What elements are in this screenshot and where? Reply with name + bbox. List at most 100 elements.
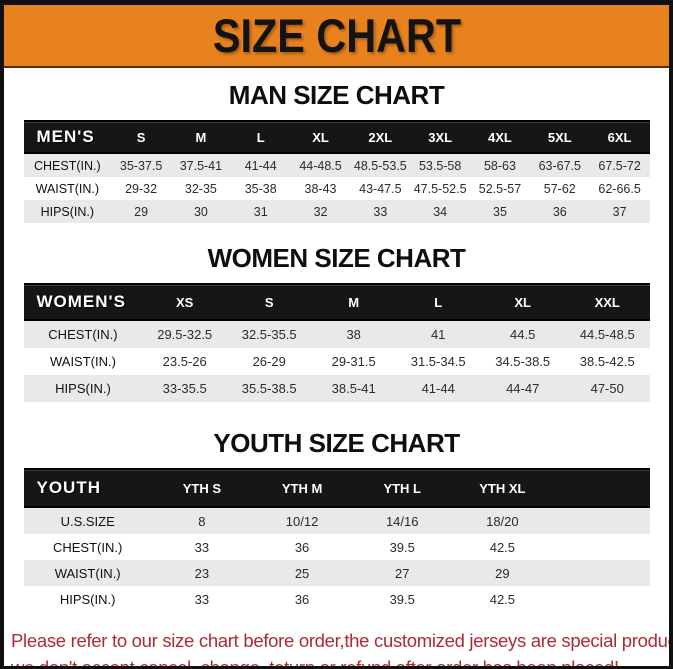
column-header: XL [290, 120, 351, 154]
column-header: YTH S [151, 468, 252, 508]
column-header: 6XL [589, 120, 650, 154]
size-cell: 39.5 [389, 591, 415, 607]
size-cell: 44.5-48.5 [564, 320, 650, 348]
size-cell: 18/20 [452, 507, 553, 534]
size-cell: 37.5-41 [170, 153, 231, 177]
size-cell: 35-38 [244, 181, 277, 196]
size-cell-filler [552, 560, 650, 586]
column-header: 3XL [410, 120, 471, 154]
size-cell: 48.5-53.5 [350, 153, 411, 177]
size-cell: 31.5-34.5 [410, 354, 466, 369]
size-cell: 33 [194, 591, 210, 607]
column-header: XXL [564, 283, 650, 321]
size-cell: 58-63 [470, 153, 530, 177]
size-cell: 43-47.5 [359, 181, 402, 196]
women-size-section: WOMEN SIZE CHART WOMEN'S XS S M L XL XXL CHEST(… [4, 243, 669, 402]
size-cell: 29 [111, 200, 171, 223]
youth-size-section: YOUTH SIZE CHART YOUTH YTH S YTH M YTH L YTH… [4, 428, 669, 612]
size-cell: 8 [151, 507, 252, 534]
table-header: MEN'S S M L XL 2XL 3XL 4XL 5XL 6XL [23, 120, 650, 154]
row-label: WAIST(IN.) [35, 181, 100, 196]
size-cell-filler [552, 586, 649, 612]
size-cell: 41-44 [230, 153, 291, 177]
footer-line-1: Please refer to our size chart before or… [11, 630, 673, 651]
column-header-filler [552, 468, 650, 508]
size-cell: 34 [410, 200, 471, 223]
row-label: WAIST(IN.) [23, 560, 152, 586]
column-header: M [170, 120, 231, 154]
row-label: WAIST(IN.) [49, 354, 116, 369]
table-header-row: WOMEN'S XS S M L XL XXL [23, 283, 650, 321]
women-section-title: WOMEN SIZE CHART [207, 243, 466, 273]
size-cell: 37 [589, 200, 650, 223]
row-label: U.S.SIZE [23, 507, 152, 534]
size-cell: 35.5-38.5 [226, 375, 312, 402]
column-header: 2XL [350, 120, 411, 154]
size-cell: 26-29 [252, 354, 286, 369]
size-cell: 31 [230, 200, 291, 223]
size-cell: 67.5-72 [589, 153, 650, 177]
table-corner-label: YOUTH [23, 468, 152, 508]
size-cell: 29-32 [125, 181, 158, 196]
size-cell: 35 [470, 200, 530, 223]
size-cell: 47.5-52.5 [413, 181, 467, 196]
row-label: CHEST(IN.) [23, 320, 143, 348]
column-header: S [111, 120, 171, 154]
table-row: WAIST(IN.) 23 25 27 29 [23, 560, 650, 586]
footer-line-2: we don't accept cancel, change, teturn o… [11, 657, 619, 669]
size-cell: 29.5-32.5 [142, 320, 227, 348]
size-cell: 57-62 [543, 181, 576, 196]
size-cell-filler [552, 534, 649, 560]
men-size-section: MAN SIZE CHART MEN'S S M L XL 2XL 3XL 4XL 5XL 6XL… [4, 80, 669, 223]
size-cell: 63-67.5 [529, 153, 590, 177]
men-size-table: MEN'S S M L XL 2XL 3XL 4XL 5XL 6XL CHEST(IN.) 35-37… [23, 120, 650, 223]
column-header: L [395, 283, 481, 321]
size-cell: 62-66.5 [598, 181, 641, 196]
column-header: L [230, 120, 291, 154]
size-cell: 41 [395, 320, 481, 348]
size-cell: 44-47 [480, 375, 565, 402]
size-cell: 44-48.5 [290, 153, 351, 177]
women-size-table: WOMEN'S XS S M L XL XXL CHEST(IN.) 29.5-32.5 32.5… [23, 283, 650, 402]
table-corner-label: WOMEN'S [23, 283, 143, 321]
size-cell: 30 [170, 200, 231, 223]
row-label: HIPS(IN.) [23, 200, 112, 223]
size-cell: 29 [452, 560, 553, 586]
table-row: U.S.SIZE 8 10/12 14/16 18/20 [23, 507, 650, 534]
size-cell-filler [552, 507, 650, 534]
size-cell: 23.5-26 [162, 354, 207, 369]
size-cell: 36 [294, 539, 310, 555]
column-header: XL [480, 283, 565, 321]
youth-size-table: YOUTH YTH S YTH M YTH L YTH XL U.S.SIZE 8 10/12… [23, 468, 650, 612]
size-cell: 32-35 [184, 181, 217, 196]
column-header: YTH M [251, 468, 353, 508]
size-cell: 41-44 [395, 375, 481, 402]
size-cell: 33 [350, 200, 411, 223]
size-cell: 34.5-38.5 [495, 354, 551, 369]
size-cell: 32 [290, 200, 351, 223]
table-header-row: YOUTH YTH S YTH M YTH L YTH XL [23, 468, 650, 508]
men-section-title: MAN SIZE CHART [228, 80, 445, 110]
table-row: HIPS(IN.) 29 30 31 32 33 34 35 36 37 [23, 200, 650, 223]
size-cell: 38.5-41 [311, 375, 396, 402]
size-cell: 38.5-42.5 [579, 354, 635, 369]
column-header: XS [142, 283, 227, 321]
footer-disclaimer: Please refer to our size chart before or… [11, 627, 673, 669]
column-header: M [311, 283, 396, 321]
column-header: 4XL [470, 120, 530, 154]
size-cell: 27 [352, 560, 453, 586]
size-cell: 14/16 [352, 507, 453, 534]
size-cell: 39.5 [389, 539, 415, 555]
column-header: 5XL [529, 120, 590, 154]
size-cell: 44.5 [480, 320, 565, 348]
column-header: S [226, 283, 312, 321]
table-row: HIPS(IN.) 33 36 39.5 42.5 [24, 586, 650, 612]
size-cell: 42.5 [489, 591, 516, 607]
table-row: WAIST(IN.) 29-32 32-35 35-38 38-43 43-47.5 47.… [24, 177, 650, 200]
banner: SIZE CHART [4, 5, 669, 68]
table-row: WAIST(IN.) 23.5-26 26-29 29-31.5 31.5-34.5 34… [24, 348, 650, 375]
row-label: CHEST(IN.) [23, 153, 112, 177]
row-label: CHEST(IN.) [52, 539, 123, 555]
size-cell: 33 [194, 539, 210, 555]
